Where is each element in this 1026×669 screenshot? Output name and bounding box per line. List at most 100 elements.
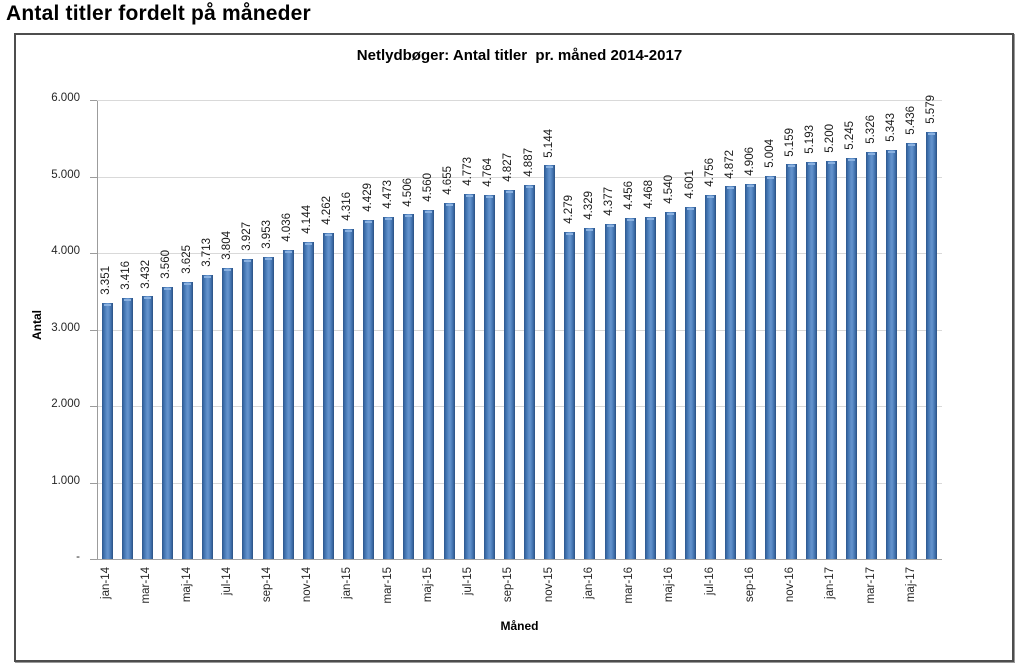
bar-value-label: 3.625 xyxy=(180,244,193,274)
bar-value-label: 3.804 xyxy=(220,231,233,260)
bar xyxy=(805,161,817,559)
bar xyxy=(886,150,898,559)
bar-value-label: 4.316 xyxy=(341,192,354,221)
bar-value-label: 4.601 xyxy=(683,170,696,200)
bar xyxy=(322,232,334,559)
y-tick-label: 4.000 xyxy=(51,245,80,257)
y-tick-label: 1.000 xyxy=(51,474,80,487)
bar-value-label: 4.756 xyxy=(703,158,716,188)
x-tick-label: nov-15 xyxy=(542,567,555,603)
bar xyxy=(342,228,354,559)
bar xyxy=(745,183,757,559)
x-tick-label: maj-14 xyxy=(180,567,193,603)
bar xyxy=(282,250,294,559)
bar xyxy=(685,207,696,559)
y-axis-tick xyxy=(90,406,97,407)
x-tick-label: jan-17 xyxy=(824,567,837,599)
x-tick-label: sep-14 xyxy=(261,567,273,603)
bar-value-label: 5.159 xyxy=(784,127,797,157)
gridline xyxy=(97,329,942,331)
bar xyxy=(463,193,475,559)
bar xyxy=(483,194,495,559)
bar-value-label: 4.872 xyxy=(723,149,736,179)
x-tick-label: jan-16 xyxy=(582,567,595,599)
x-axis-line xyxy=(97,559,942,560)
bar-value-label: 4.036 xyxy=(281,213,294,243)
bar xyxy=(524,185,536,559)
x-tick-label: jan-15 xyxy=(341,567,354,599)
y-tick-label: 6.000 xyxy=(51,92,80,104)
bar-value-label: 5.193 xyxy=(804,124,817,154)
bar xyxy=(403,214,415,559)
y-axis-tick xyxy=(90,559,97,560)
bar xyxy=(845,157,857,559)
bar xyxy=(705,195,717,559)
bar-value-label: 5.343 xyxy=(884,113,897,143)
x-axis-title: Måned xyxy=(500,619,539,633)
chart-title: Netlydbøger: Antal titler pr. måned 2014… xyxy=(356,47,683,64)
bar-value-label: 3.432 xyxy=(140,259,153,289)
x-tick-label: maj-17 xyxy=(904,567,917,603)
bar-value-label: 4.473 xyxy=(381,180,394,209)
bar-value-label: 4.827 xyxy=(502,152,515,182)
x-tick-label: mar-15 xyxy=(381,567,394,604)
bar xyxy=(101,302,113,559)
bar xyxy=(564,231,576,559)
x-tick-label: nov-14 xyxy=(301,567,314,603)
bar-value-label: 5.200 xyxy=(824,124,837,154)
bar xyxy=(383,216,395,559)
x-tick-label: jul-14 xyxy=(220,567,233,596)
bar xyxy=(604,224,616,559)
x-tick-label: maj-16 xyxy=(663,567,676,603)
y-axis-tick xyxy=(90,482,97,484)
y-axis-tick xyxy=(90,176,97,178)
y-axis-tick xyxy=(90,329,97,331)
bar xyxy=(584,227,596,559)
bar-value-label: 5.144 xyxy=(542,128,555,158)
bar-value-label: 4.506 xyxy=(401,177,414,207)
x-tick-label: nov-16 xyxy=(784,567,797,603)
gridline xyxy=(97,176,942,178)
bar xyxy=(302,241,314,559)
bar-value-label: 4.764 xyxy=(482,157,495,187)
y-tick-label: 5.000 xyxy=(51,168,80,181)
x-tick-label: mar-14 xyxy=(140,567,153,604)
bar xyxy=(443,202,455,559)
x-tick-label: jan-14 xyxy=(100,567,113,599)
bar-value-label: 4.655 xyxy=(442,166,455,195)
page-title: Antal titler fordelt på måneder xyxy=(6,2,311,25)
y-axis-tick xyxy=(90,253,97,254)
bar xyxy=(262,256,274,559)
bar-value-label: 4.429 xyxy=(361,183,374,213)
bar-value-label: 5.436 xyxy=(904,106,917,136)
bar xyxy=(644,217,656,559)
bar-value-label: 4.540 xyxy=(663,174,676,204)
bar xyxy=(926,132,938,559)
bar xyxy=(906,143,918,559)
bar xyxy=(363,220,375,559)
bar xyxy=(182,281,194,559)
x-tick-label: maj-15 xyxy=(421,567,434,603)
bar-value-label: 4.279 xyxy=(562,194,575,224)
chart-frame: Netlydbøger: Antal titler pr. måned 2014… xyxy=(14,33,1014,662)
x-tick-label: sep-15 xyxy=(502,567,515,603)
bar-value-label: 4.468 xyxy=(643,180,656,210)
bar-value-label: 4.456 xyxy=(623,181,636,211)
bar xyxy=(121,297,133,559)
bar xyxy=(624,218,636,559)
bar-value-label: 4.377 xyxy=(603,187,616,217)
x-tick-label: jul-15 xyxy=(462,567,475,596)
x-tick-label: jul-16 xyxy=(703,567,716,596)
bar-value-label: 5.326 xyxy=(864,114,877,144)
gridline xyxy=(97,253,942,254)
bar-value-label: 3.351 xyxy=(100,265,113,295)
bar xyxy=(161,286,173,559)
bar-value-label: 4.906 xyxy=(743,146,756,176)
bar xyxy=(141,296,153,559)
bar xyxy=(544,165,556,559)
bar xyxy=(664,211,676,559)
bar xyxy=(725,186,737,559)
bar xyxy=(242,258,254,559)
bar-value-label: 4.329 xyxy=(582,191,595,220)
bar xyxy=(785,164,797,559)
